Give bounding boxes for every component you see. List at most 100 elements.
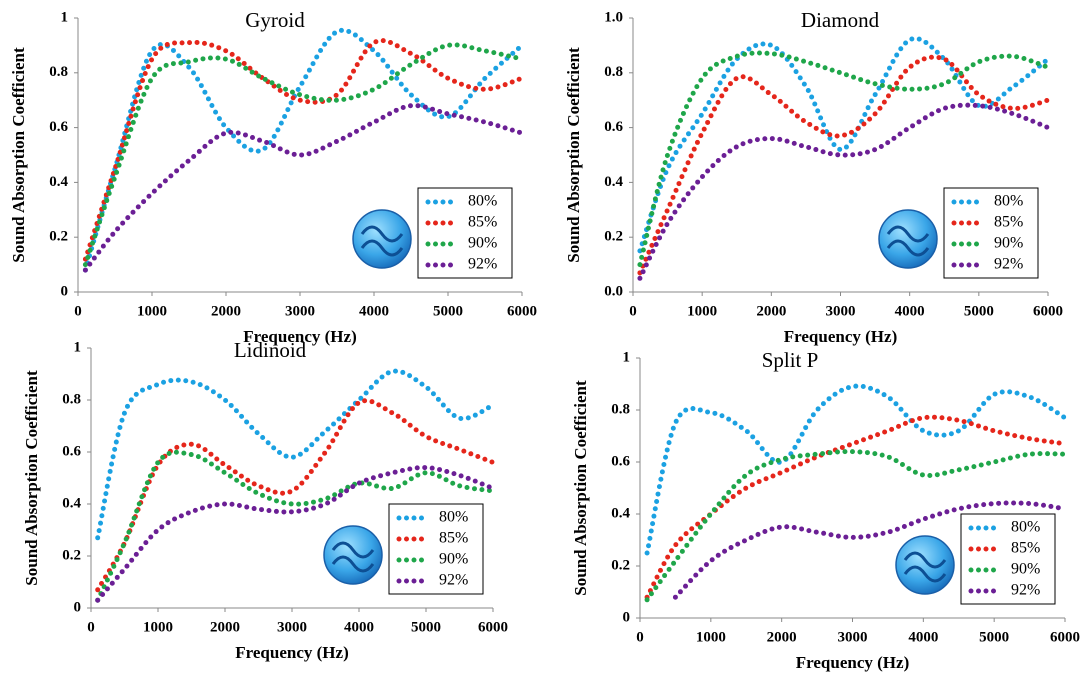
series-line	[644, 383, 1068, 556]
y-axis-label: Sound Absorption Coefficient	[9, 47, 28, 263]
structure-icon-detail	[886, 225, 930, 257]
y-tick-label: 0.2	[604, 229, 623, 245]
x-tick-label: 3000	[285, 303, 315, 319]
x-tick-label: 6000	[1050, 629, 1080, 645]
series-line	[637, 36, 1051, 254]
y-tick-label: 1	[623, 349, 631, 365]
x-axis-label: Frequency (Hz)	[796, 653, 909, 672]
series-line	[82, 38, 525, 262]
series-line	[82, 27, 525, 273]
x-tick-label: 2000	[767, 629, 797, 645]
series-line	[95, 465, 496, 603]
x-tick-label: 0	[87, 619, 95, 635]
y-axis-label: Sound Absorption Coefficient	[564, 47, 583, 263]
legend-label: 90%	[1011, 561, 1040, 578]
structure-icon-detail	[903, 551, 947, 583]
y-tick-label: 0.6	[62, 443, 81, 459]
y-tick-label: 0.4	[611, 505, 630, 521]
legend-box	[960, 513, 1056, 605]
y-tick-label: 0.8	[611, 401, 630, 417]
legend-label: 80%	[439, 509, 468, 526]
legend-label: 80%	[994, 193, 1023, 210]
y-tick-label: 0.2	[611, 557, 630, 573]
y-tick-label: 0.4	[62, 495, 81, 511]
panel: 0.0 0.2 0.4 0.6 0.8 1.0 0 1000 2000 3000 4000 5000 6…	[564, 8, 1063, 346]
legend-label: 90%	[439, 551, 468, 568]
y-tick-label: 0.6	[49, 119, 68, 135]
series-line	[637, 102, 1051, 281]
x-tick-label: 6000	[478, 619, 508, 635]
series-line	[672, 500, 1068, 600]
x-tick-label: 4000	[359, 303, 389, 319]
x-tick-label: 4000	[344, 619, 374, 635]
y-tick-label: 0.8	[62, 391, 81, 407]
structure-icon	[895, 535, 955, 595]
structure-icon	[352, 209, 412, 269]
y-tick-label: 0	[74, 599, 82, 615]
y-axis-label: Sound Absorption Coefficient	[22, 370, 41, 586]
panel: 0 0.2 0.4 0.6 0.8 1 0 1000 2000 3000 4000 5000 6000 F…	[9, 8, 537, 346]
chart-title: Gyroid	[245, 8, 305, 32]
y-tick-label: 0.4	[49, 174, 68, 190]
x-tick-label: 0	[636, 629, 644, 645]
x-tick-label: 4000	[908, 629, 938, 645]
structure-icon-detail	[360, 225, 404, 257]
legend-label: 90%	[994, 235, 1023, 252]
y-tick-label: 0.6	[604, 119, 623, 135]
legend-label: 92%	[468, 256, 497, 273]
x-tick-label: 2000	[756, 303, 786, 319]
y-tick-label: 0.6	[611, 453, 630, 469]
x-tick-label: 6000	[1033, 303, 1063, 319]
chart-title: Lidinoid	[234, 338, 307, 362]
legend-label: 85%	[1011, 540, 1040, 557]
x-tick-label: 2000	[211, 303, 241, 319]
x-tick-label: 3000	[838, 629, 868, 645]
series-line	[644, 449, 1068, 603]
x-tick-label: 2000	[210, 619, 240, 635]
x-tick-label: 3000	[826, 303, 856, 319]
y-tick-label: 0.8	[49, 64, 68, 80]
y-tick-label: 0.2	[49, 229, 68, 245]
y-tick-label: 0.2	[62, 547, 81, 563]
structure-icon-detail	[331, 541, 375, 573]
y-axis-label: Sound Absorption Coefficient	[571, 380, 590, 596]
structure-icon	[878, 209, 938, 269]
legend-label: 85%	[468, 214, 497, 231]
series-line	[95, 449, 496, 603]
x-axis-label: Frequency (Hz)	[784, 327, 897, 346]
series-line	[95, 368, 496, 541]
x-tick-label: 5000	[964, 303, 994, 319]
series-line	[637, 54, 1051, 276]
x-tick-label: 4000	[895, 303, 925, 319]
y-tick-label: 0	[61, 283, 69, 299]
legend-label: 85%	[439, 530, 468, 547]
structure-icon	[323, 525, 383, 585]
y-tick-label: 1.0	[604, 9, 623, 25]
y-tick-label: 0.8	[604, 64, 623, 80]
legend-box	[388, 503, 484, 595]
x-tick-label: 1000	[696, 629, 726, 645]
x-tick-label: 1000	[137, 303, 167, 319]
x-tick-label: 0	[74, 303, 82, 319]
legend-label: 92%	[1011, 582, 1040, 599]
y-tick-label: 1	[61, 9, 69, 25]
series-line	[82, 103, 525, 273]
legend-box	[417, 187, 513, 279]
x-tick-label: 5000	[411, 619, 441, 635]
chart-title: Diamond	[801, 8, 880, 32]
x-axis-label: Frequency (Hz)	[235, 643, 348, 662]
x-tick-label: 5000	[979, 629, 1009, 645]
series-line	[82, 42, 525, 268]
x-tick-label: 0	[629, 303, 637, 319]
x-tick-label: 1000	[687, 303, 717, 319]
legend-label: 92%	[439, 572, 468, 589]
legend-box	[943, 187, 1039, 279]
x-tick-label: 6000	[507, 303, 537, 319]
y-tick-label: 0.4	[604, 174, 623, 190]
y-tick-label: 1	[74, 339, 82, 355]
legend-label: 80%	[468, 193, 497, 210]
y-tick-label: 0	[623, 609, 631, 625]
legend-label: 92%	[994, 256, 1023, 273]
legend-label: 85%	[994, 214, 1023, 231]
